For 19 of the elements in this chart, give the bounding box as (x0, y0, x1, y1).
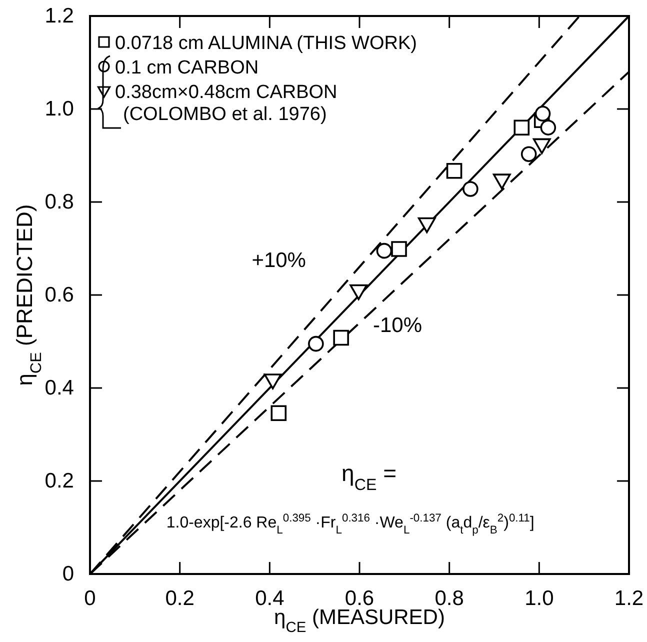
y-tick-label: 0 (62, 562, 74, 586)
y-tick-label: 0.2 (44, 470, 74, 493)
x-tick-label: 0 (84, 586, 96, 610)
x-tick-label: 1.0 (524, 586, 554, 610)
x-tick-label: 0.2 (165, 586, 194, 610)
y-tick-label: 1.2 (44, 4, 74, 28)
x-tick-label: 1.2 (614, 586, 644, 610)
y-tick-label: 0.8 (44, 190, 74, 214)
legend-label: 0.0718 cm ALUMINA (THIS WORK) (115, 33, 417, 54)
y-tick-label: 1.0 (44, 98, 74, 121)
y-tick-label: 0.6 (44, 284, 74, 307)
annotation: +10% (252, 249, 306, 272)
annotation: -10% (372, 314, 422, 338)
legend-label: 0.38cm×0.48cm CARBON (115, 82, 338, 103)
annotation: η$_{CE}$ = (342, 460, 397, 494)
legend-label: 0.1 cm CARBON (115, 58, 259, 78)
annotation: (COLOMBO et al. 1976) (123, 104, 327, 125)
y-tick-label: 0.4 (44, 376, 74, 400)
text: 1.0-exp[-2.6 Re$_{L}$$^{0.395}$ ·Fr$_{L}$$^{0.316}$ ·We$_{L}$$^{-0.137}$ (a$_{t}$d$_{p}$/ε$_{B}$$^{2}$)$^{0.11}$] (166, 512, 534, 536)
